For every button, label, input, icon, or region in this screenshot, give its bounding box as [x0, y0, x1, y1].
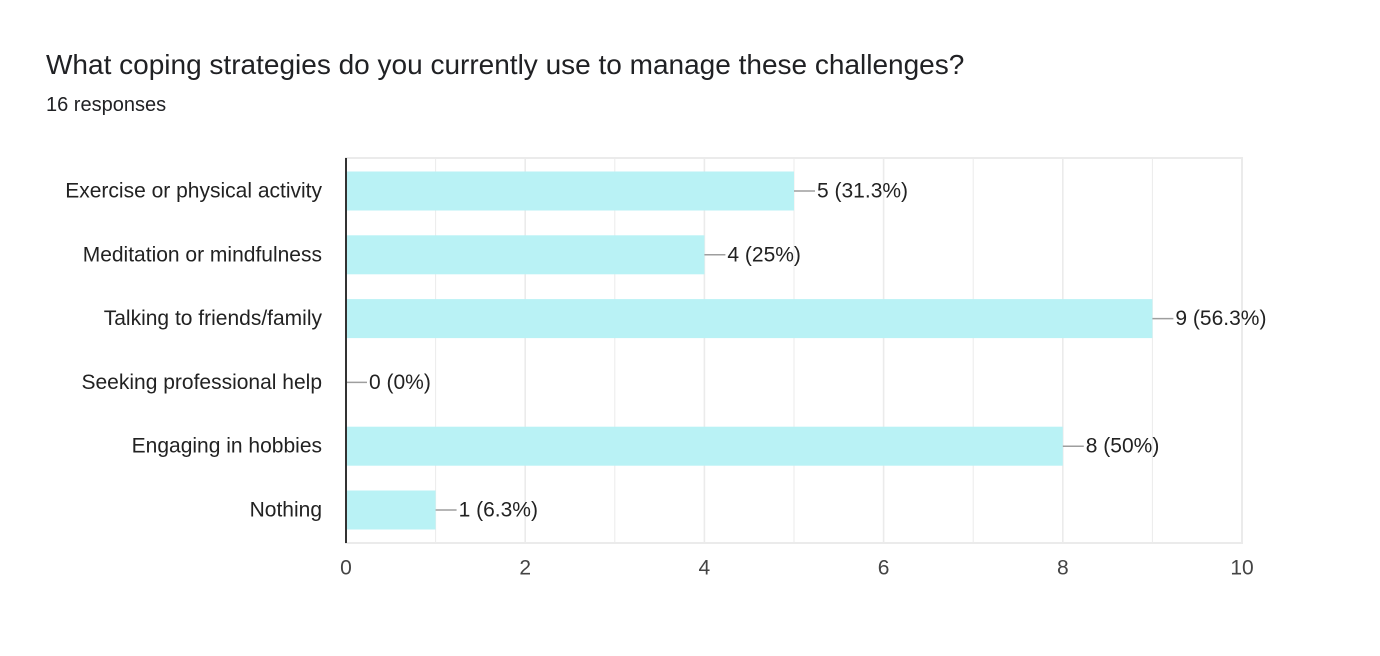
bar: [346, 490, 436, 530]
x-tick-label: 8: [1057, 557, 1069, 580]
x-tick-label: 0: [340, 557, 352, 580]
data-label: 0 (0%): [369, 371, 431, 394]
chart-title: What coping strategies do you currently …: [46, 49, 965, 80]
data-label: 8 (50%): [1086, 435, 1160, 458]
data-label: 9 (56.3%): [1175, 307, 1266, 330]
category-label: Nothing: [250, 499, 322, 522]
response-count: 16 responses: [46, 94, 167, 116]
category-label: Talking to friends/family: [104, 307, 323, 330]
data-label: 5 (31.3%): [817, 180, 908, 203]
data-label: 4 (25%): [727, 243, 801, 266]
x-tick-label: 4: [699, 557, 711, 580]
category-label: Engaging in hobbies: [132, 435, 322, 458]
bar: [346, 299, 1153, 339]
axes: 0 2 4 6 8 10: [340, 158, 1254, 580]
bar: [346, 235, 705, 275]
x-tick-label: 10: [1230, 557, 1253, 580]
x-tick-label: 6: [878, 557, 890, 580]
category-label: Exercise or physical activity: [65, 180, 322, 203]
data-label: 1 (6.3%): [459, 499, 538, 522]
labels: Exercise or physical activity 5 (31.3%) Me…: [65, 180, 1266, 522]
bars: [346, 171, 1153, 530]
category-label: Seeking professional help: [82, 371, 323, 394]
bar: [346, 171, 794, 211]
x-tick-label: 2: [519, 557, 531, 580]
bar: [346, 426, 1063, 466]
grid-lines: [345, 157, 1243, 544]
category-label: Meditation or mindfulness: [83, 243, 322, 266]
